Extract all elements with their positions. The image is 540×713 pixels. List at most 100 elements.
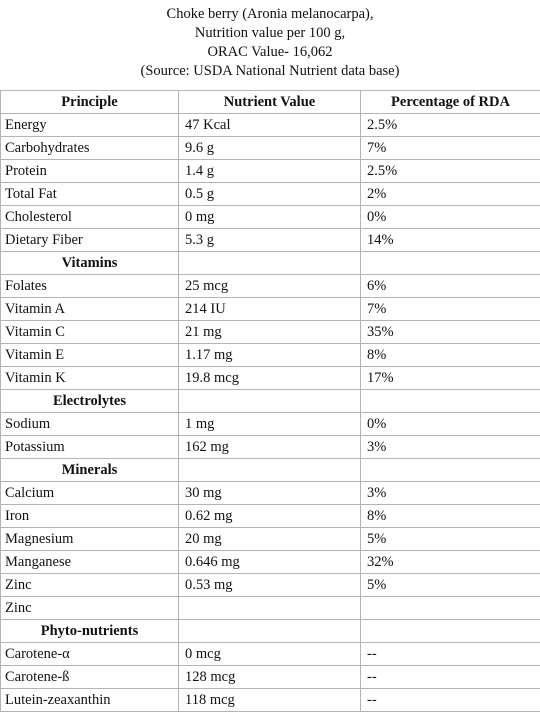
cell-principle: Calcium: [0, 481, 179, 505]
header-percentage-rda: Percentage of RDA: [360, 90, 540, 114]
cell-percentage-rda: 2.5%: [360, 159, 540, 183]
cell-nutrient-value: 118 mcg: [178, 688, 361, 712]
cell-nutrient-value: 30 mg: [178, 481, 361, 505]
cell-principle: Protein: [0, 159, 179, 183]
cell-percentage-rda: 5%: [360, 527, 540, 551]
section-row: Phyto-nutrients: [0, 619, 540, 643]
header-principle: Principle: [0, 90, 179, 114]
section-empty-cell: [178, 619, 361, 643]
section-empty-cell: [178, 458, 361, 482]
cell-percentage-rda: 0%: [360, 205, 540, 229]
table-row: Protein 1.4 g 2.5%: [0, 159, 540, 183]
cell-principle: Total Fat: [0, 182, 179, 206]
table-row: Vitamin K 19.8 mcg 17%: [0, 366, 540, 390]
cell-nutrient-value: 47 Kcal: [178, 113, 361, 137]
nutrition-table: Principle Nutrient Value Percentage of R…: [0, 90, 540, 712]
table-row: Zinc: [0, 596, 540, 620]
cell-percentage-rda: --: [360, 665, 540, 689]
table-row: Energy 47 Kcal 2.5%: [0, 113, 540, 137]
cell-nutrient-value: 25 mcg: [178, 274, 361, 298]
cell-principle: Dietary Fiber: [0, 228, 179, 252]
section-empty-cell: [178, 389, 361, 413]
section-heading: Minerals: [0, 458, 179, 482]
cell-principle: Zinc: [0, 573, 179, 597]
cell-principle: Carotene-α: [0, 642, 179, 666]
cell-percentage-rda: 3%: [360, 435, 540, 459]
table-row: Cholesterol 0 mg 0%: [0, 205, 540, 229]
cell-percentage-rda: --: [360, 688, 540, 712]
table-row: Carotene-α 0 mcg --: [0, 642, 540, 666]
cell-principle: Manganese: [0, 550, 179, 574]
section-empty-cell: [360, 458, 540, 482]
caption-line-source: (Source: USDA National Nutrient data bas…: [140, 63, 400, 79]
cell-principle: Lutein-zeaxanthin: [0, 688, 179, 712]
table-row: Potassium 162 mg 3%: [0, 435, 540, 459]
cell-principle: Vitamin A: [0, 297, 179, 321]
cell-nutrient-value: 5.3 g: [178, 228, 361, 252]
cell-nutrient-value: 0 mcg: [178, 642, 361, 666]
cell-nutrient-value: 162 mg: [178, 435, 361, 459]
cell-nutrient-value: 0.646 mg: [178, 550, 361, 574]
table-row: Iron 0.62 mg 8%: [0, 504, 540, 528]
section-empty-cell: [360, 389, 540, 413]
cell-percentage-rda: --: [360, 642, 540, 666]
table-row: Carbohydrates 9.6 g 7%: [0, 136, 540, 160]
section-empty-cell: [178, 251, 361, 275]
cell-principle: Vitamin C: [0, 320, 179, 344]
cell-principle: Energy: [0, 113, 179, 137]
cell-nutrient-value: 1.4 g: [178, 159, 361, 183]
table-row: Vitamin E 1.17 mg 8%: [0, 343, 540, 367]
cell-nutrient-value: 1 mg: [178, 412, 361, 436]
cell-percentage-rda: 8%: [360, 504, 540, 528]
cell-nutrient-value: 214 IU: [178, 297, 361, 321]
section-row: Electrolytes: [0, 389, 540, 413]
table-body: Energy 47 Kcal 2.5% Carbohydrates 9.6 g 7% Pro…: [0, 113, 540, 712]
cell-principle: Carbohydrates: [0, 136, 179, 160]
cell-percentage-rda: 8%: [360, 343, 540, 367]
section-row: Minerals: [0, 458, 540, 482]
section-row: Vitamins: [0, 251, 540, 275]
cell-percentage-rda: 3%: [360, 481, 540, 505]
cell-nutrient-value: [178, 596, 361, 620]
cell-percentage-rda: 14%: [360, 228, 540, 252]
caption-line-orac: ORAC Value- 16,062: [207, 44, 333, 60]
cell-nutrient-value: 128 mcg: [178, 665, 361, 689]
cell-principle: Iron: [0, 504, 179, 528]
section-empty-cell: [360, 251, 540, 275]
table-row: Magnesium 20 mg 5%: [0, 527, 540, 551]
cell-percentage-rda: 0%: [360, 412, 540, 436]
table-row: Carotene-ß 128 mcg --: [0, 665, 540, 689]
cell-nutrient-value: 0.53 mg: [178, 573, 361, 597]
table-row: Vitamin A 214 IU 7%: [0, 297, 540, 321]
cell-nutrient-value: 0.62 mg: [178, 504, 361, 528]
cell-nutrient-value: 19.8 mcg: [178, 366, 361, 390]
cell-percentage-rda: 7%: [360, 136, 540, 160]
cell-nutrient-value: 21 mg: [178, 320, 361, 344]
section-heading: Electrolytes: [0, 389, 179, 413]
header-nutrient-value: Nutrient Value: [178, 90, 361, 114]
cell-percentage-rda: [360, 596, 540, 620]
table-row: Calcium 30 mg 3%: [0, 481, 540, 505]
cell-nutrient-value: 0 mg: [178, 205, 361, 229]
cell-percentage-rda: 2%: [360, 182, 540, 206]
cell-percentage-rda: 32%: [360, 550, 540, 574]
section-empty-cell: [360, 619, 540, 643]
cell-principle: Carotene-ß: [0, 665, 179, 689]
table-row: Manganese 0.646 mg 32%: [0, 550, 540, 574]
table-row: Zinc 0.53 mg 5%: [0, 573, 540, 597]
table-row: Folates 25 mcg 6%: [0, 274, 540, 298]
section-heading: Vitamins: [0, 251, 179, 275]
table-row: Total Fat 0.5 g 2%: [0, 182, 540, 206]
cell-percentage-rda: 17%: [360, 366, 540, 390]
cell-principle: Vitamin K: [0, 366, 179, 390]
caption-line-title: Choke berry (Aronia melanocarpa),: [166, 6, 374, 22]
cell-principle: Potassium: [0, 435, 179, 459]
cell-principle: Sodium: [0, 412, 179, 436]
table-row: Lutein-zeaxanthin 118 mcg --: [0, 688, 540, 712]
cell-nutrient-value: 9.6 g: [178, 136, 361, 160]
cell-percentage-rda: 35%: [360, 320, 540, 344]
table-row: Vitamin C 21 mg 35%: [0, 320, 540, 344]
cell-nutrient-value: 20 mg: [178, 527, 361, 551]
table-header-row: Principle Nutrient Value Percentage of R…: [0, 90, 540, 114]
cell-principle: Magnesium: [0, 527, 179, 551]
